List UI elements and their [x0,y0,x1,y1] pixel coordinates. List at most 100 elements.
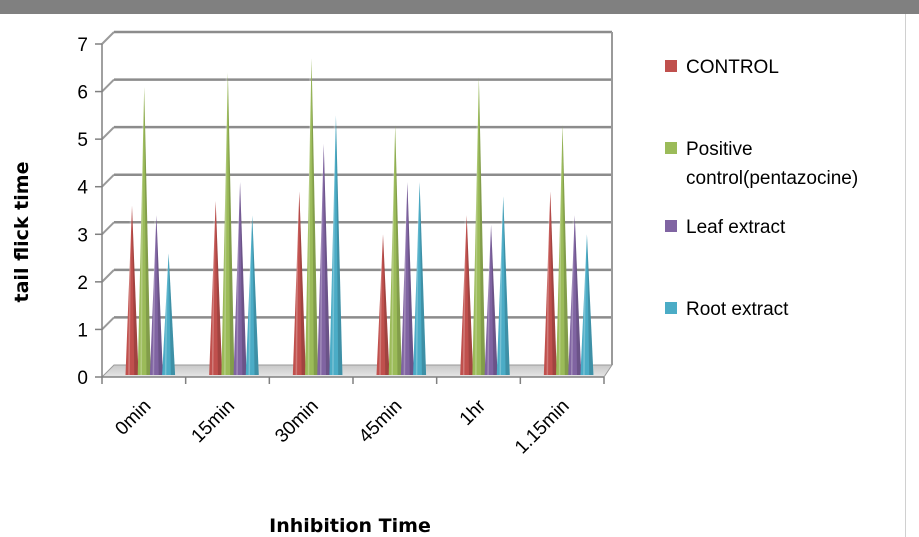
y-tick-label: 3 [77,225,88,246]
legend-item: Leaf extract [665,217,786,238]
bar-cone [388,124,402,375]
y-tick-labels: 0 1 2 3 4 5 6 7 [77,35,88,389]
bar-highlight [307,64,311,376]
top-border-bar [0,0,919,14]
bar-shade [586,234,594,375]
bar [400,181,414,376]
gridlines [100,30,613,378]
bar-highlight [487,230,491,376]
bar [317,143,331,376]
legend-item: Positive control(pentazocine) [665,139,858,189]
bar-shade [419,181,427,375]
right-border-bar [905,14,919,537]
y-axis-title: tail flick time [11,162,33,303]
legend-swatch [665,220,677,232]
bar [125,205,139,376]
bar-highlight [570,221,574,376]
bar-highlight [462,221,466,376]
bar-cone [125,205,139,375]
bar [568,215,582,376]
bar-shade [240,181,247,375]
bar [496,196,510,376]
bar-shade [491,224,498,375]
bar-cone [472,77,486,376]
bar-cone [233,181,247,375]
bar-cone [221,72,235,376]
bar-shade [383,234,390,375]
bar-highlight [583,240,587,376]
bar [556,124,570,376]
legend-label: Leaf extract [686,217,786,238]
bar-highlight [319,149,323,376]
legend-swatch [665,302,677,314]
bar-highlight [415,187,419,376]
floor [100,364,613,378]
bar-cone [137,86,151,376]
bar-shade [335,115,343,375]
bar-shade [215,200,223,375]
bar [413,181,427,376]
bar-cone [305,58,319,376]
bar-highlight [224,78,228,376]
bar-highlight [379,240,383,376]
gridline-diag [101,316,115,331]
axes [95,43,605,384]
bar-highlight [236,187,240,376]
bar-highlight [248,221,252,376]
bar-highlight [211,206,215,376]
bar-highlight [152,221,156,376]
bar-shade [395,124,402,375]
gridline-diag [101,126,115,140]
bar [543,191,557,376]
bar-cone [245,215,259,375]
bar-shade [478,77,486,376]
bar [305,58,319,376]
bar [329,115,343,376]
bar [233,181,247,376]
bar-highlight [332,121,336,376]
bar-highlight [391,130,395,376]
y-tick-label: 6 [77,83,88,104]
bar [245,215,259,376]
bar [388,124,402,376]
bar-shade [466,215,474,375]
bar-cone [400,181,414,375]
y-tick-label: 0 [77,368,88,389]
gridline-diag [101,174,115,188]
gridline-diag [101,78,115,93]
bar-shade [156,215,163,375]
bar-cone [329,115,343,375]
bar [149,215,163,376]
gridline-diag [101,269,115,283]
y-tick-label: 7 [77,35,88,56]
bar-shade [574,215,582,375]
bar-highlight [140,92,144,376]
bar-shade [311,58,319,376]
legend-label: CONTROL [686,57,779,78]
bar-cone [556,124,570,375]
bar-cone [413,181,427,375]
bar-shade [562,124,570,375]
bar-cone [460,215,474,375]
x-tick-label: 30min [271,396,322,447]
bar [460,215,474,376]
y-tick-label: 1 [77,320,88,341]
x-tick-label: 1.15min [511,396,574,459]
bar-cone [484,224,498,375]
legend-swatch [665,60,677,72]
bar-cone [568,215,582,375]
bar-cone [496,196,510,375]
bar-shade [144,86,151,376]
x-tick-label: 45min [355,396,406,447]
bar [580,234,594,376]
bar-highlight [499,202,503,376]
bar-shade [299,191,306,375]
legend-swatch [665,142,677,154]
legend-label-line2: control(pentazocine) [686,168,858,189]
bar-cone [376,234,390,375]
legend-label-line1: Positive [686,139,753,160]
bar [376,234,390,376]
bar-highlight [295,197,299,376]
bar-cone [317,143,331,375]
bar-cone [543,191,557,375]
